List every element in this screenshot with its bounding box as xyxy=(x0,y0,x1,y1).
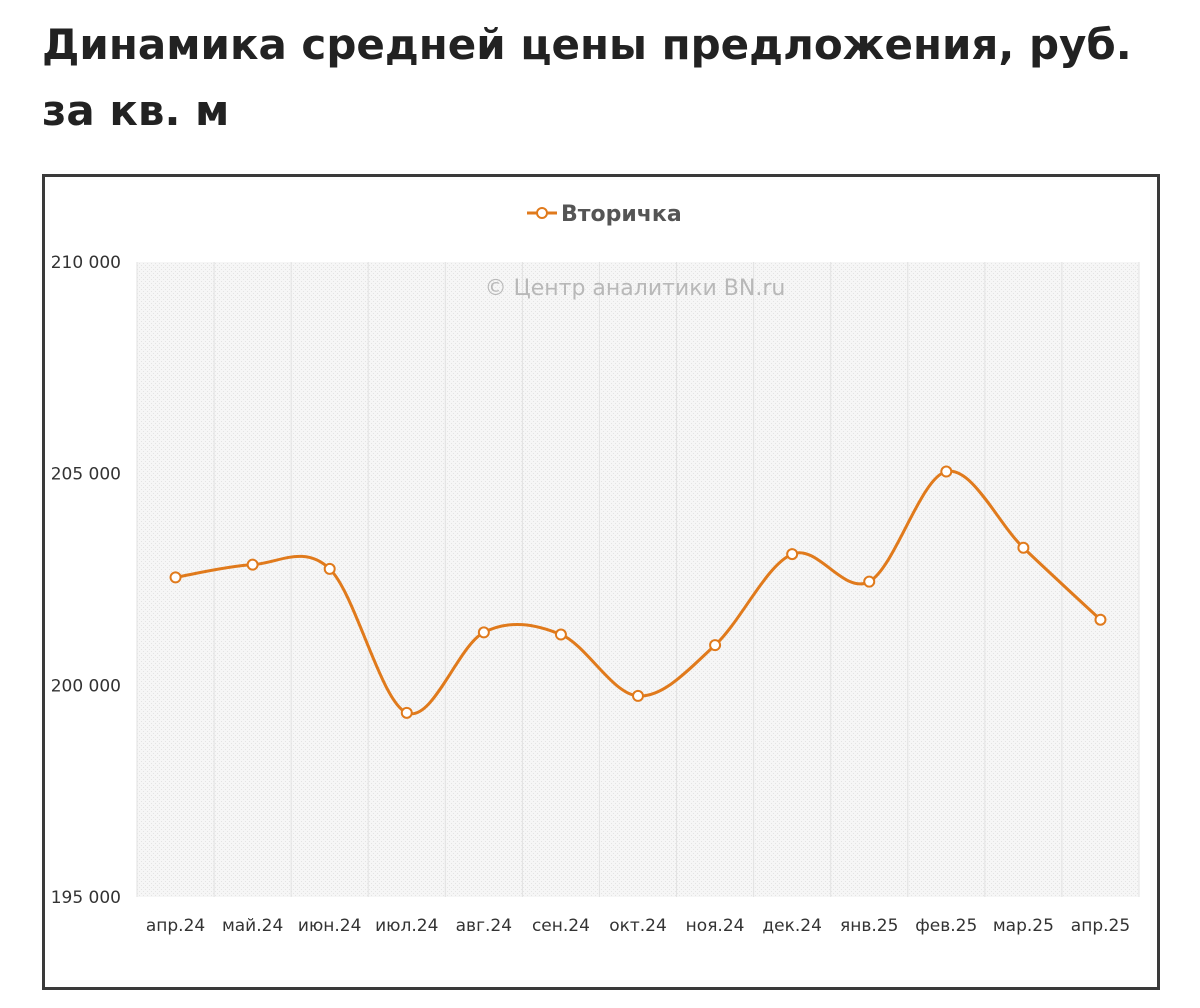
data-point xyxy=(786,548,799,561)
x-tick-label: апр.24 xyxy=(146,916,205,936)
y-tick-label: 200 000 xyxy=(51,676,121,696)
x-tick-label: май.24 xyxy=(222,916,283,936)
plot-area xyxy=(137,262,1139,897)
x-tick-label: мар.25 xyxy=(993,916,1054,936)
data-point xyxy=(940,465,953,478)
legend: Вторичка xyxy=(527,202,682,227)
x-tick-label: апр.25 xyxy=(1071,916,1130,936)
data-point xyxy=(554,628,567,641)
data-point xyxy=(1017,541,1030,554)
data-point xyxy=(632,689,644,702)
x-tick-label: июн.24 xyxy=(298,916,362,936)
data-point xyxy=(863,575,876,588)
x-tick-label: янв.25 xyxy=(840,916,898,936)
y-tick-label: 210 000 xyxy=(51,253,121,273)
x-tick-label: сен.24 xyxy=(532,916,590,936)
chart-frame: © Центр аналитики BN.ru Вторичка 195 000… xyxy=(42,174,1160,990)
y-tick-label: 205 000 xyxy=(51,465,121,485)
x-tick-label: дек.24 xyxy=(762,916,822,936)
y-tick-label: 195 000 xyxy=(51,888,121,908)
page-title: Динамика средней цены предложения, руб. … xyxy=(42,20,1132,135)
x-tick-label: фев.25 xyxy=(915,916,977,936)
series-vtorichka xyxy=(169,465,1107,719)
x-tick-label: окт.24 xyxy=(609,916,667,936)
data-point xyxy=(1094,613,1107,626)
data-point xyxy=(323,562,336,575)
grid-lines xyxy=(136,262,1140,897)
data-point xyxy=(169,571,182,584)
legend-marker-swatch xyxy=(536,207,548,219)
data-point xyxy=(709,639,722,652)
y-axis: 195 000 200 000 205 000 210 000 xyxy=(51,253,121,908)
x-tick-label: авг.24 xyxy=(456,916,512,936)
x-tick-label: июл.24 xyxy=(375,916,438,936)
data-point xyxy=(246,558,259,571)
legend-label: Вторичка xyxy=(561,202,682,227)
line-chart: © Центр аналитики BN.ru Вторичка 195 000… xyxy=(51,202,1140,936)
x-tick-label: ноя.24 xyxy=(686,916,745,936)
data-point xyxy=(400,706,413,719)
x-axis: апр.24 май.24 июн.24 июл.24 авг.24 сен.24 окт.… xyxy=(146,916,1130,936)
data-point xyxy=(477,626,490,639)
watermark: © Центр аналитики BN.ru xyxy=(485,276,786,301)
